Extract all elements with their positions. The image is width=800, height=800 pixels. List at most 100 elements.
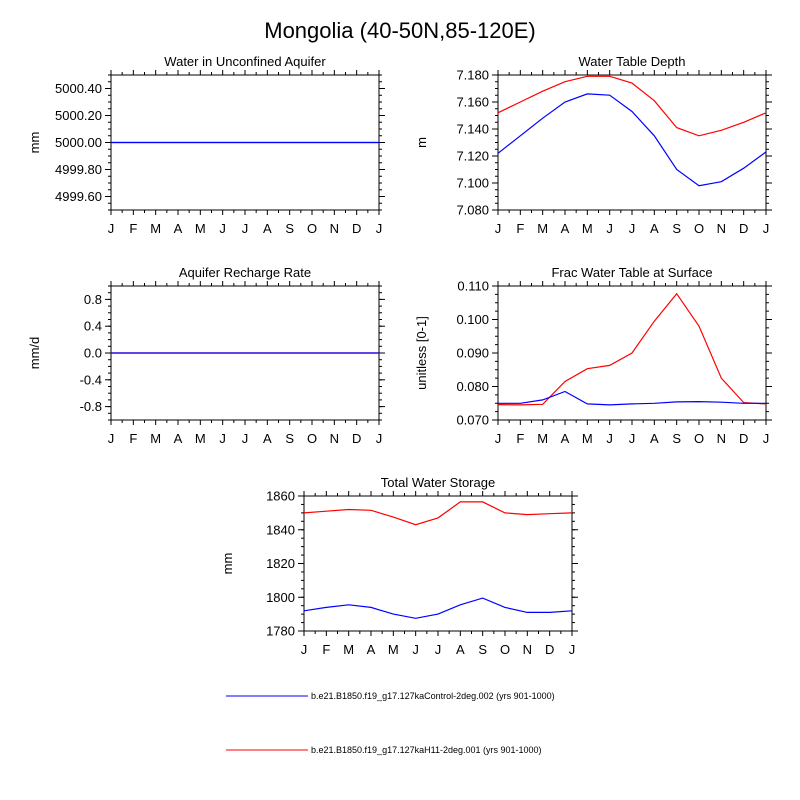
- x-tick-label: A: [263, 221, 272, 236]
- x-tick-label: J: [606, 221, 613, 236]
- x-tick-label: N: [717, 221, 726, 236]
- plot-frame: [303, 495, 573, 632]
- x-tick-label: M: [150, 431, 161, 446]
- x-tick-label: M: [150, 221, 161, 236]
- x-tick-label: M: [343, 642, 354, 657]
- x-tick-label: J: [435, 642, 442, 657]
- y-tick-label: 5000.20: [55, 108, 102, 123]
- x-tick-label: J: [219, 221, 226, 236]
- plot-frame: [497, 74, 767, 211]
- y-axis-label: mm: [220, 553, 235, 575]
- y-tick-label: 0.100: [456, 312, 489, 327]
- y-tick-label: 1780: [266, 624, 295, 639]
- x-tick-label: A: [650, 431, 659, 446]
- y-tick-label: 7.180: [456, 68, 489, 83]
- x-tick-label: J: [629, 431, 636, 446]
- x-tick-label: J: [376, 221, 383, 236]
- x-tick-label: F: [516, 431, 524, 446]
- x-tick-label: J: [412, 642, 419, 657]
- x-tick-label: J: [108, 431, 115, 446]
- legend-item-control: b.e21.B1850.f19_g17.127kaControl-2deg.00…: [226, 691, 555, 701]
- x-tick-label: J: [763, 221, 770, 236]
- x-tick-label: A: [263, 431, 272, 446]
- y-tick-label: 4999.80: [55, 162, 102, 177]
- legend: b.e21.B1850.f19_g17.127kaControl-2deg.00…: [226, 691, 555, 755]
- y-axis-label: m: [414, 137, 429, 148]
- x-tick-label: J: [219, 431, 226, 446]
- y-tick-label: 7.100: [456, 176, 489, 191]
- x-tick-label: J: [495, 221, 502, 236]
- y-tick-label: 0.4: [84, 319, 102, 334]
- x-tick-label: O: [500, 642, 510, 657]
- y-tick-label: 0.090: [456, 346, 489, 361]
- x-tick-label: D: [739, 221, 748, 236]
- x-tick-label: D: [352, 221, 361, 236]
- x-tick-label: J: [569, 642, 576, 657]
- x-tick-label: M: [195, 221, 206, 236]
- x-tick-label: J: [495, 431, 502, 446]
- x-tick-label: A: [456, 642, 465, 657]
- x-tick-label: O: [307, 431, 317, 446]
- x-tick-label: M: [388, 642, 399, 657]
- y-tick-label: 0.070: [456, 413, 489, 428]
- panel-title: Water in Unconfined Aquifer: [164, 54, 326, 69]
- x-tick-label: A: [367, 642, 376, 657]
- y-tick-label: 1800: [266, 590, 295, 605]
- x-tick-label: J: [376, 431, 383, 446]
- x-tick-label: J: [108, 221, 115, 236]
- series-line-experiment: [497, 75, 767, 137]
- y-tick-label: 5000.40: [55, 81, 102, 96]
- panel-title: Total Water Storage: [381, 475, 495, 490]
- y-tick-label: 1840: [266, 522, 295, 537]
- panel-title: Water Table Depth: [579, 54, 686, 69]
- legend-item-experiment: b.e21.B1850.f19_g17.127kaH11-2deg.001 (y…: [226, 745, 542, 755]
- x-tick-label: J: [606, 431, 613, 446]
- y-tick-label: 5000.00: [55, 135, 102, 150]
- y-tick-label: 0.0: [84, 346, 102, 361]
- x-tick-label: N: [523, 642, 532, 657]
- series-line-control: [497, 93, 767, 187]
- y-axis-label: mm: [27, 132, 42, 154]
- y-axis-label: mm/d: [27, 337, 42, 370]
- x-tick-label: O: [694, 221, 704, 236]
- x-tick-label: O: [307, 221, 317, 236]
- x-tick-label: J: [763, 431, 770, 446]
- x-tick-label: A: [561, 221, 570, 236]
- x-tick-label: S: [672, 221, 681, 236]
- x-tick-label: O: [694, 431, 704, 446]
- x-tick-label: N: [330, 431, 339, 446]
- x-tick-label: J: [242, 431, 249, 446]
- figure-title: Mongolia (40-50N,85-120E): [264, 18, 536, 43]
- x-tick-label: S: [478, 642, 487, 657]
- x-tick-label: F: [516, 221, 524, 236]
- x-tick-label: S: [285, 221, 294, 236]
- x-tick-label: F: [129, 221, 137, 236]
- legend-label: b.e21.B1850.f19_g17.127kaControl-2deg.00…: [311, 691, 555, 701]
- x-tick-label: M: [537, 431, 548, 446]
- x-tick-label: N: [330, 221, 339, 236]
- series-line-control: [498, 390, 766, 406]
- panel-title: Frac Water Table at Surface: [551, 265, 712, 280]
- x-tick-label: M: [195, 431, 206, 446]
- x-tick-label: M: [537, 221, 548, 236]
- y-tick-label: 1860: [266, 489, 295, 504]
- x-tick-label: A: [561, 431, 570, 446]
- y-tick-label: 0.110: [457, 279, 489, 294]
- x-tick-label: J: [301, 642, 308, 657]
- y-tick-label: 7.160: [456, 95, 489, 110]
- series-line-experiment: [303, 501, 573, 526]
- series-line-experiment: [497, 292, 767, 406]
- x-tick-label: D: [739, 431, 748, 446]
- y-tick-label: 7.120: [456, 149, 489, 164]
- x-tick-label: M: [582, 221, 593, 236]
- x-tick-label: S: [672, 431, 681, 446]
- y-tick-label: -0.8: [80, 399, 102, 414]
- y-axis-label: unitless [0-1]: [414, 316, 429, 390]
- x-tick-label: D: [352, 431, 361, 446]
- panel-title: Aquifer Recharge Rate: [179, 265, 311, 280]
- series-line-control: [303, 597, 573, 619]
